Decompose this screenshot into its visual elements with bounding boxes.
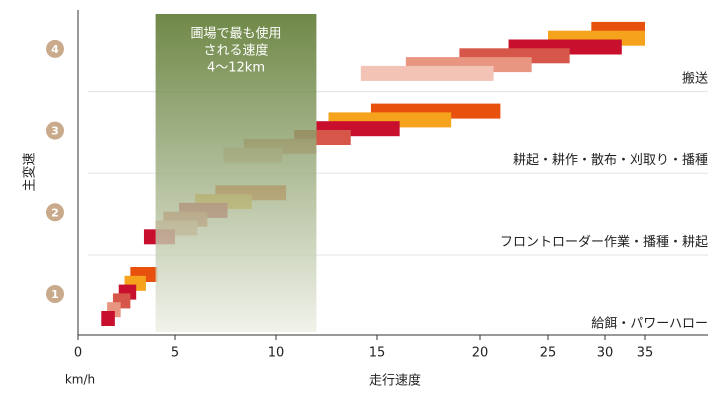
highlight-label: 4〜12km <box>207 61 265 76</box>
x-tick-label: 30 <box>597 346 614 361</box>
x-tick-label: 0 <box>74 346 82 361</box>
gear-marker <box>46 39 64 58</box>
work-label: 耕起・耕作・散布・刈取り・播種 <box>513 152 708 168</box>
x-tick-label: 15 <box>369 346 386 361</box>
y-tick-label: 3 <box>51 125 59 138</box>
range-bar <box>360 65 494 81</box>
y-axis-label: 主変速 <box>22 152 38 191</box>
gear-marker <box>46 285 64 303</box>
x-unit: km/h <box>65 373 95 387</box>
x-tick-label: 35 <box>637 346 654 361</box>
x-tick-label: 10 <box>268 346 285 361</box>
x-tick-label: 25 <box>540 346 557 361</box>
y-tick-label: 1 <box>51 288 59 301</box>
x-axis-label: 走行速度 <box>369 373 421 389</box>
y-tick-label: 2 <box>51 206 59 219</box>
work-label: フロントローダー作業・播種・耕起 <box>500 234 708 250</box>
highlight-band <box>155 14 317 332</box>
gear-marker <box>46 203 64 222</box>
range-bar <box>101 311 115 326</box>
gear-marker <box>46 121 64 140</box>
highlight-label: 圃場で最も使用 <box>190 26 281 42</box>
y-tick-label: 4 <box>51 43 59 56</box>
highlight-label: される速度 <box>203 43 268 59</box>
x-tick-label: 20 <box>472 346 489 361</box>
work-label: 搬送 <box>682 71 708 86</box>
work-label: 給餌・パワーハロー <box>591 317 708 332</box>
x-tick-label: 5 <box>171 346 179 361</box>
